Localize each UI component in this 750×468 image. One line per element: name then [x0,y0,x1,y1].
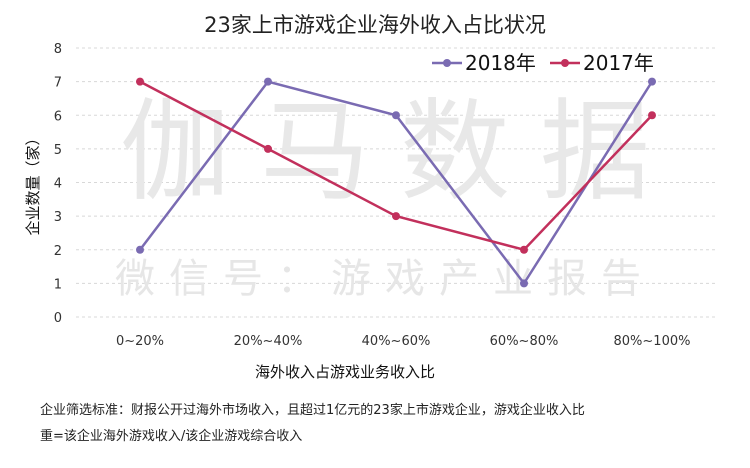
data-point [648,111,656,120]
data-point [136,77,144,86]
y-tick-label: 7 [54,76,62,91]
x-tick-label: 80%~100% [614,334,691,349]
data-point [520,245,528,254]
x-tick-label: 20%~40% [234,334,303,349]
y-tick-label: 4 [54,177,62,192]
data-point [264,144,272,153]
data-point [264,77,272,86]
x-tick-label: 0~20% [116,334,164,349]
data-point [392,212,400,221]
y-tick-label: 5 [54,143,62,158]
data-point [648,77,656,86]
data-point [136,245,144,254]
watermark-main: 伽马数据 [120,88,680,216]
data-point [392,111,400,120]
legend-label: 2018年 [465,51,536,75]
watermark-sub: 微信号：游戏产业报告 [115,256,655,302]
legend-label: 2017年 [583,51,654,75]
y-tick-label: 3 [54,210,62,225]
x-tick-label: 40%~60% [362,334,431,349]
footnote-line-2: 重=该企业海外游戏收入/该企业游戏综合收入 [40,429,303,444]
chart-title: 23家上市游戏企业海外收入占比状况 [204,13,546,37]
y-tick-label: 0 [54,311,62,326]
data-point [520,279,528,288]
legend-swatch-marker [443,59,451,67]
x-tick-label: 60%~80% [490,334,559,349]
legend: 2018年 2017年 [432,51,654,75]
legend-swatch-marker [561,59,569,67]
y-tick-label: 6 [54,109,62,124]
x-axis-label: 海外收入占游戏业务收入比 [255,363,435,381]
y-tick-label: 8 [54,42,62,57]
series-2017年 [136,77,656,254]
y-axis-label: 企业数量（家） [24,130,42,235]
y-tick-label: 1 [54,277,62,292]
series-2018年 [136,77,656,288]
footnote-line-1: 企业筛选标准：财报公开过海外市场收入，且超过1亿元的23家上市游戏企业，游戏企业… [40,403,585,418]
y-tick-label: 2 [54,244,62,259]
